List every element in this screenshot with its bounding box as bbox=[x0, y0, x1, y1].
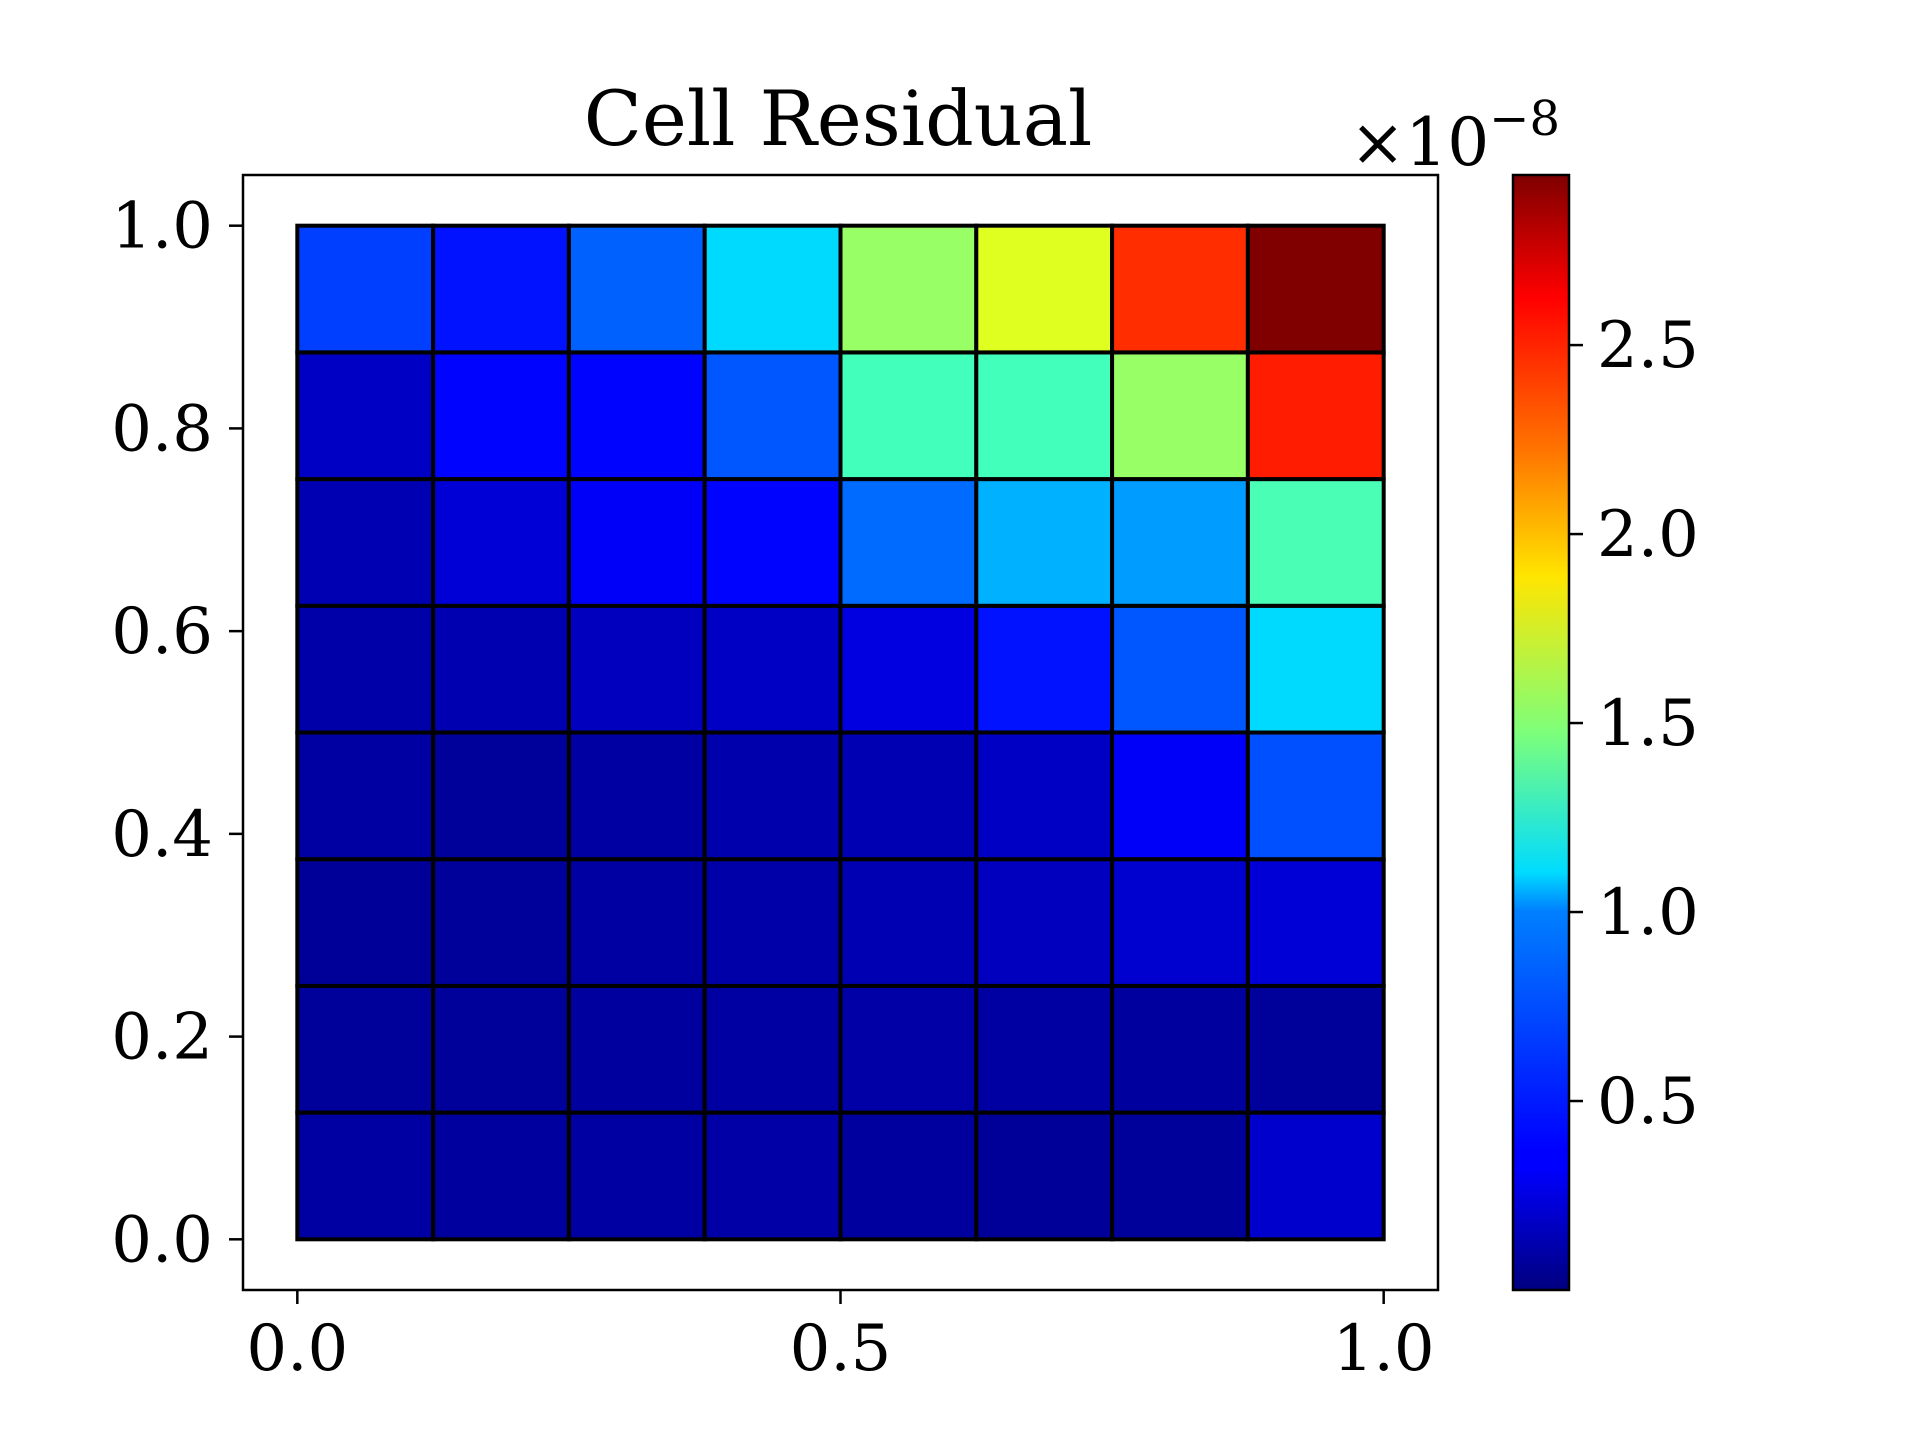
heatmap-cell bbox=[431, 983, 571, 1115]
heatmap-cell bbox=[431, 603, 571, 735]
heatmap-cell bbox=[431, 477, 571, 608]
heatmap-cell bbox=[838, 1110, 979, 1242]
heatmap-cell bbox=[1110, 857, 1250, 988]
heatmap-cell bbox=[1245, 983, 1386, 1115]
heatmap-cell bbox=[974, 1110, 1115, 1242]
y-tick-label: 0.0 bbox=[111, 1203, 213, 1277]
x-tick-label: 0.5 bbox=[790, 1312, 892, 1386]
heatmap-cell bbox=[838, 857, 979, 988]
colorbar-multiplier: ×10−8 bbox=[1350, 91, 1560, 181]
heatmap-cell bbox=[295, 857, 436, 988]
y-axis: 0.0 0.2 0.4 0.6 0.8 1.0 bbox=[111, 190, 243, 1277]
heatmap-cell bbox=[702, 350, 843, 482]
colorbar-multiplier-base: ×10 bbox=[1350, 104, 1489, 181]
heatmap-cell bbox=[295, 477, 436, 608]
heatmap-cell bbox=[838, 983, 979, 1115]
colorbar-tick-label: 2.0 bbox=[1597, 498, 1699, 572]
heatmap-cell bbox=[1245, 350, 1386, 482]
colorbar-ticks: 0.5 1.0 1.5 2.0 2.5 bbox=[1569, 309, 1699, 1139]
heatmap-cell bbox=[702, 730, 843, 862]
heatmap-cell bbox=[1110, 983, 1250, 1115]
heatmap-cell bbox=[838, 350, 979, 482]
heatmap-cell bbox=[974, 983, 1115, 1115]
heatmap-cell bbox=[1245, 603, 1386, 735]
heatmap-cell bbox=[431, 857, 571, 988]
x-tick-label: 0.0 bbox=[246, 1312, 348, 1386]
heatmap-cell bbox=[295, 603, 436, 735]
heatmap-cell bbox=[702, 603, 843, 735]
heatmap-cell bbox=[1110, 350, 1250, 482]
heatmap-cell bbox=[974, 603, 1115, 735]
heatmap-cell bbox=[974, 730, 1115, 862]
colorbar-tick-label: 1.5 bbox=[1597, 687, 1699, 761]
heatmap-cell bbox=[1245, 1110, 1386, 1242]
heatmap-cell bbox=[1110, 223, 1250, 355]
heatmap-cell bbox=[974, 223, 1115, 355]
heatmap-cell bbox=[1110, 477, 1250, 608]
heatmap-cell bbox=[702, 857, 843, 988]
colorbar-tick-label: 1.0 bbox=[1597, 876, 1699, 950]
heatmap-cell bbox=[974, 350, 1115, 482]
y-tick-label: 0.8 bbox=[111, 392, 213, 466]
heatmap-cell bbox=[1245, 730, 1386, 862]
heatmap-cell bbox=[566, 603, 707, 735]
heatmap-cell bbox=[1245, 857, 1386, 988]
colorbar-multiplier-exponent: −8 bbox=[1489, 91, 1560, 147]
heatmap-cell bbox=[566, 1110, 707, 1242]
heatmap-cell bbox=[431, 730, 571, 862]
heatmap-cell bbox=[431, 1110, 571, 1242]
x-tick-label: 1.0 bbox=[1333, 1312, 1435, 1386]
heatmap-cell bbox=[1110, 1110, 1250, 1242]
heatmap-cell bbox=[295, 350, 436, 482]
heatmap-cell bbox=[566, 350, 707, 482]
heatmap-cell bbox=[295, 1110, 436, 1242]
heatmap-cell bbox=[295, 983, 436, 1115]
heatmap-cell bbox=[295, 223, 436, 355]
chart-title: Cell Residual bbox=[584, 74, 1093, 163]
colorbar bbox=[1511, 173, 1571, 1292]
y-tick-label: 0.6 bbox=[111, 595, 213, 669]
heatmap-cell bbox=[1110, 730, 1250, 862]
heatmap-cell bbox=[838, 223, 979, 355]
heatmap-cell bbox=[838, 730, 979, 862]
heatmap-cell bbox=[431, 223, 571, 355]
heatmap-cell bbox=[566, 857, 707, 988]
heatmap-cell bbox=[431, 350, 571, 482]
y-tick-label: 0.4 bbox=[111, 798, 213, 872]
colorbar-tick-label: 2.5 bbox=[1597, 309, 1699, 383]
heatmap-cell bbox=[838, 603, 979, 735]
heatmap-cell bbox=[1245, 477, 1386, 608]
heatmap-cell bbox=[295, 730, 436, 862]
y-tick-label: 1.0 bbox=[111, 190, 213, 264]
heatmap-cell bbox=[974, 477, 1115, 608]
heatmap-cell bbox=[838, 477, 979, 608]
heatmap-cell bbox=[1110, 603, 1250, 735]
heatmap-cell bbox=[1245, 223, 1386, 355]
heatmap-cell bbox=[974, 857, 1115, 988]
heatmap-cell bbox=[566, 983, 707, 1115]
heatmap-cell bbox=[702, 477, 843, 608]
heatmap-cell bbox=[566, 223, 707, 355]
heatmap-cell bbox=[702, 983, 843, 1115]
heatmap-cell bbox=[566, 730, 707, 862]
heatmap-cell bbox=[702, 1110, 843, 1242]
heatmap-cells bbox=[295, 223, 1386, 1242]
heatmap-cell bbox=[702, 223, 843, 355]
colorbar-tick-label: 0.5 bbox=[1597, 1065, 1699, 1139]
heatmap-cell bbox=[566, 477, 707, 608]
x-axis: 0.0 0.5 1.0 bbox=[246, 1290, 1435, 1386]
y-tick-label: 0.2 bbox=[111, 1001, 213, 1075]
